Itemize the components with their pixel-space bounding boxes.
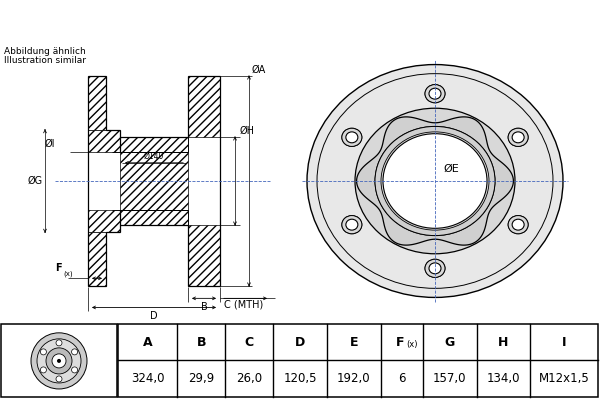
Circle shape — [381, 132, 489, 230]
Text: I: I — [562, 336, 566, 349]
Circle shape — [56, 340, 62, 346]
Text: 6: 6 — [398, 372, 406, 385]
Text: C: C — [245, 336, 254, 349]
Text: 192,0: 192,0 — [337, 372, 371, 385]
Text: ØG: ØG — [28, 176, 43, 186]
Circle shape — [355, 108, 515, 254]
Circle shape — [429, 88, 441, 99]
Text: H: H — [498, 336, 509, 349]
Bar — [188, 225, 220, 286]
Circle shape — [425, 259, 445, 278]
Circle shape — [428, 88, 442, 100]
Circle shape — [342, 128, 362, 146]
Polygon shape — [356, 117, 514, 245]
Circle shape — [37, 339, 81, 383]
Text: C (MTH): C (MTH) — [224, 299, 263, 309]
Text: ØA: ØA — [252, 64, 266, 74]
Text: F: F — [55, 263, 61, 273]
Circle shape — [512, 219, 524, 230]
Circle shape — [375, 126, 495, 236]
Circle shape — [56, 376, 62, 382]
Circle shape — [425, 84, 445, 103]
Circle shape — [508, 216, 528, 234]
Bar — [118, 324, 598, 397]
Circle shape — [512, 132, 524, 143]
Circle shape — [71, 367, 77, 373]
Circle shape — [40, 367, 46, 373]
Circle shape — [317, 74, 553, 288]
Circle shape — [375, 126, 495, 236]
Circle shape — [307, 64, 563, 298]
Text: E: E — [350, 336, 358, 349]
Circle shape — [342, 216, 362, 234]
Text: 324,0: 324,0 — [131, 372, 164, 385]
Text: G: G — [445, 336, 455, 349]
Bar — [188, 76, 220, 137]
Text: 29,9: 29,9 — [188, 372, 214, 385]
Bar — [88, 210, 120, 232]
Text: 24.0130-0191.1    430191: 24.0130-0191.1 430191 — [170, 12, 430, 30]
Text: 26,0: 26,0 — [236, 372, 262, 385]
Circle shape — [57, 359, 61, 363]
Bar — [88, 130, 120, 152]
Circle shape — [346, 219, 358, 230]
Circle shape — [428, 262, 442, 274]
Text: ØE: ØE — [443, 164, 459, 174]
Bar — [120, 137, 188, 225]
Text: A: A — [143, 336, 152, 349]
Circle shape — [31, 333, 87, 389]
Text: F: F — [395, 336, 404, 349]
Text: D: D — [295, 336, 305, 349]
Bar — [1, 324, 117, 397]
Circle shape — [508, 216, 528, 234]
Text: 120,5: 120,5 — [283, 372, 317, 385]
Text: Abbildung ähnlich: Abbildung ähnlich — [4, 47, 86, 56]
Text: (x): (x) — [406, 340, 417, 349]
Circle shape — [40, 349, 46, 355]
Text: ØI: ØI — [44, 139, 55, 149]
Bar — [88, 232, 106, 286]
Circle shape — [381, 132, 489, 230]
Text: B: B — [197, 336, 206, 349]
Text: M12x1,5: M12x1,5 — [539, 372, 589, 385]
Circle shape — [508, 128, 528, 146]
Circle shape — [46, 348, 72, 374]
Text: Illustration similar: Illustration similar — [4, 56, 86, 65]
Circle shape — [512, 132, 524, 143]
Text: (x): (x) — [63, 270, 73, 276]
Circle shape — [425, 84, 445, 103]
Text: 157,0: 157,0 — [433, 372, 467, 385]
Text: 134,0: 134,0 — [487, 372, 520, 385]
Text: ØH: ØH — [240, 126, 255, 136]
Circle shape — [71, 349, 77, 355]
Circle shape — [512, 219, 524, 230]
Circle shape — [342, 216, 362, 234]
Circle shape — [383, 134, 487, 228]
Text: D: D — [150, 311, 158, 321]
Circle shape — [346, 219, 358, 230]
Bar — [88, 76, 106, 130]
Circle shape — [52, 354, 66, 368]
Circle shape — [425, 259, 445, 278]
Circle shape — [346, 132, 358, 143]
Circle shape — [383, 134, 487, 228]
Circle shape — [346, 132, 358, 143]
Circle shape — [342, 128, 362, 146]
Text: Ø140: Ø140 — [144, 152, 164, 161]
Circle shape — [393, 143, 477, 219]
Circle shape — [508, 128, 528, 146]
Text: B: B — [200, 302, 208, 312]
Circle shape — [429, 263, 441, 274]
